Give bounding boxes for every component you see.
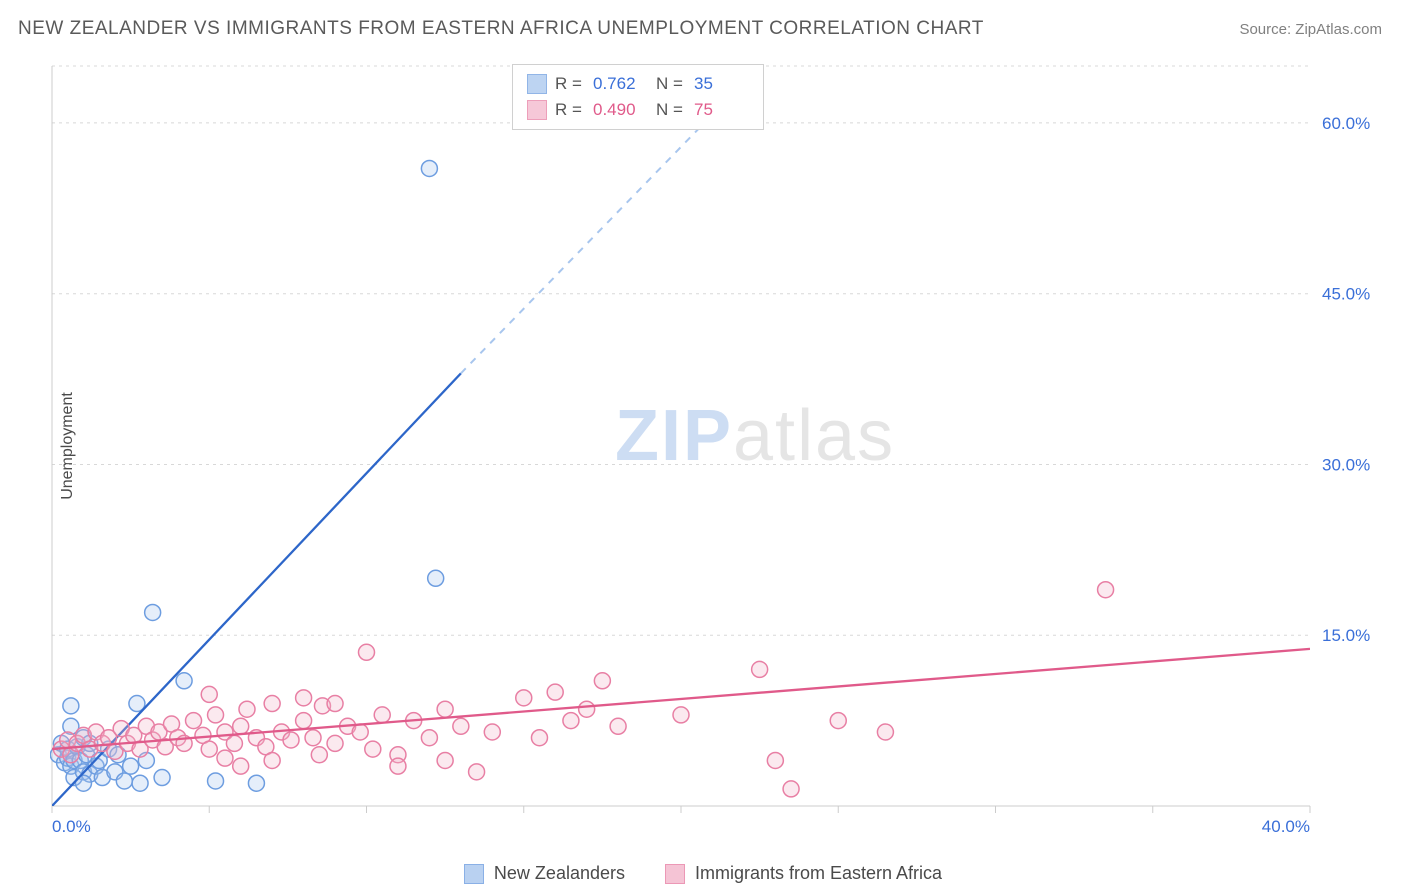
- n-label: N =: [656, 74, 686, 94]
- svg-text:40.0%: 40.0%: [1262, 817, 1310, 836]
- legend-swatch: [527, 74, 547, 94]
- n-value: 35: [694, 74, 749, 94]
- svg-text:15.0%: 15.0%: [1322, 626, 1370, 645]
- svg-text:30.0%: 30.0%: [1322, 455, 1370, 474]
- r-label: R =: [555, 100, 585, 120]
- svg-text:60.0%: 60.0%: [1322, 114, 1370, 133]
- chart-title: NEW ZEALANDER VS IMMIGRANTS FROM EASTERN…: [18, 18, 984, 40]
- r-label: R =: [555, 74, 585, 94]
- scatter-chart-svg: 0.0% 40.0% 15.0% 30.0% 45.0% 60.0%: [50, 60, 1380, 840]
- source-attribution: Source: ZipAtlas.com: [1239, 21, 1382, 38]
- legend-item: New Zealanders: [464, 863, 625, 884]
- correlation-row: R = 0.490 N = 75: [527, 97, 749, 123]
- correlation-legend: R = 0.762 N = 35 R = 0.490 N = 75: [512, 64, 764, 130]
- correlation-row: R = 0.762 N = 35: [527, 71, 749, 97]
- svg-text:0.0%: 0.0%: [52, 817, 91, 836]
- r-value: 0.762: [593, 74, 648, 94]
- legend-swatch: [464, 864, 484, 884]
- series-legend: New Zealanders Immigrants from Eastern Af…: [0, 863, 1406, 884]
- legend-item: Immigrants from Eastern Africa: [665, 863, 942, 884]
- legend-swatch: [665, 864, 685, 884]
- n-label: N =: [656, 100, 686, 120]
- r-value: 0.490: [593, 100, 648, 120]
- svg-text:45.0%: 45.0%: [1322, 285, 1370, 304]
- legend-label: Immigrants from Eastern Africa: [695, 863, 942, 884]
- n-value: 75: [694, 100, 749, 120]
- legend-label: New Zealanders: [494, 863, 625, 884]
- legend-swatch: [527, 100, 547, 120]
- chart-area: 0.0%40.0%15.0%30.0%45.0%60.0% ZIPatlas R…: [50, 60, 1394, 852]
